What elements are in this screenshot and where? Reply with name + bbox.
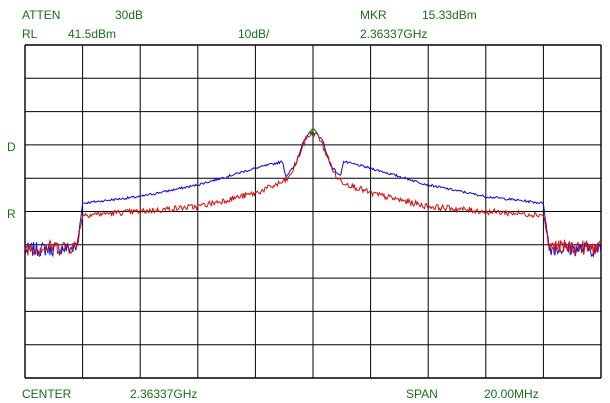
span-label: SPAN [406, 387, 438, 401]
center-frequency: 2.36337GHz [130, 387, 198, 401]
trace-layer [24, 130, 602, 259]
marker-amplitude: 15.33dBm [422, 8, 477, 22]
peak-marker [308, 127, 318, 138]
marker-frequency: 2.36337GHz [360, 27, 428, 41]
marker-label: MKR [360, 8, 387, 22]
ref-level-label: RL [22, 27, 38, 41]
graticule-grid [24, 44, 602, 379]
span-value: 20.00MHz [484, 387, 539, 401]
atten-value: 30dB [115, 8, 144, 22]
reference-marker: R [7, 207, 16, 221]
marker-layer [308, 127, 318, 138]
display-line-marker: D [7, 140, 16, 154]
center-label: CENTER [22, 387, 72, 401]
trace-red [24, 130, 602, 256]
ref-level-value: 41.5dBm [68, 27, 117, 41]
scale-per-division: 10dB/ [238, 27, 270, 41]
atten-label: ATTEN [22, 8, 61, 22]
